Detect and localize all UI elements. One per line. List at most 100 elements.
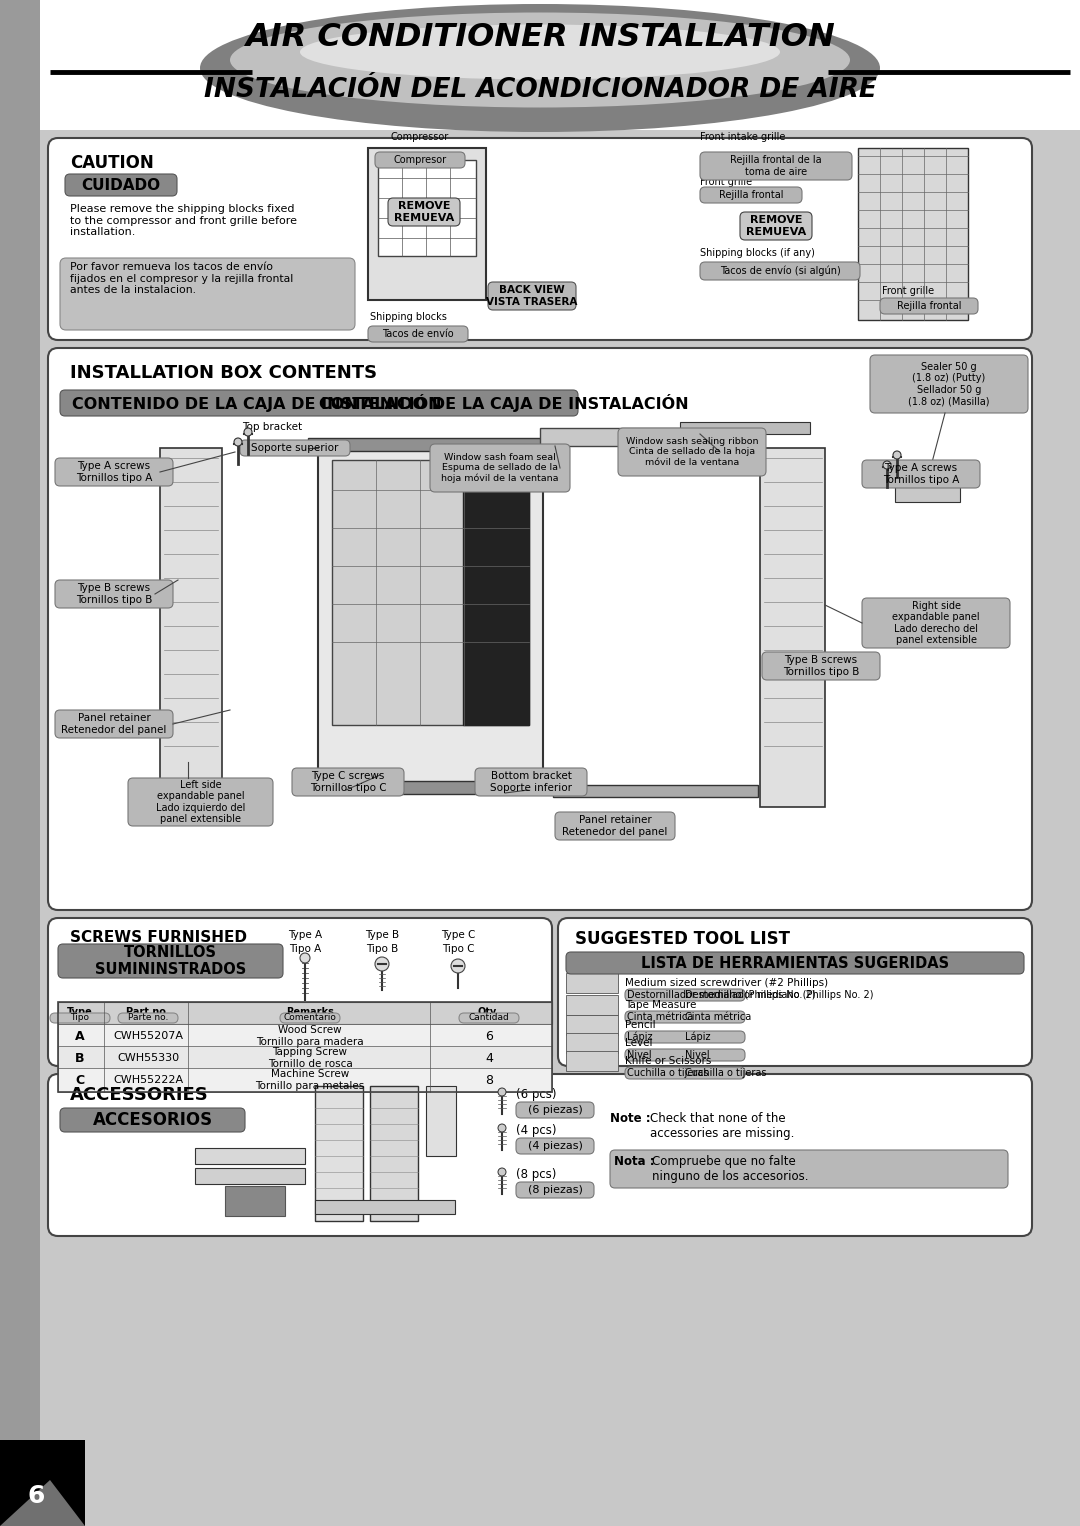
- Text: Pencil: Pencil: [625, 1019, 656, 1030]
- Bar: [225, 1186, 285, 1216]
- FancyBboxPatch shape: [625, 1048, 745, 1061]
- FancyBboxPatch shape: [740, 212, 812, 240]
- Text: Compresor: Compresor: [393, 156, 446, 165]
- Circle shape: [375, 957, 389, 971]
- Bar: [315, 1087, 363, 1221]
- Text: Right side
expandable panel
Lado derecho del
panel extensible: Right side expandable panel Lado derecho…: [892, 601, 980, 645]
- Text: REMOVE
REMUEVA: REMOVE REMUEVA: [746, 215, 806, 237]
- Bar: [566, 1033, 618, 1053]
- Text: 8: 8: [485, 1073, 492, 1087]
- Text: Cinta métrica: Cinta métrica: [627, 1012, 693, 1022]
- FancyBboxPatch shape: [625, 1067, 745, 1079]
- FancyBboxPatch shape: [516, 1138, 594, 1154]
- FancyBboxPatch shape: [459, 1013, 519, 1022]
- Text: Type C screws
Tornillos tipo C: Type C screws Tornillos tipo C: [310, 771, 387, 794]
- Text: 4: 4: [485, 1051, 492, 1065]
- Bar: [463, 459, 529, 725]
- Text: Cuchilla o tijeras: Cuchilla o tijeras: [685, 1068, 767, 1077]
- Text: Panel retainer
Retenedor del panel: Panel retainer Retenedor del panel: [62, 713, 166, 736]
- Text: CUIDADO: CUIDADO: [81, 177, 161, 192]
- Bar: [566, 974, 618, 993]
- FancyBboxPatch shape: [862, 598, 1010, 649]
- Bar: [195, 1148, 305, 1164]
- Text: Tacos de envío (si algún): Tacos de envío (si algún): [719, 266, 840, 276]
- Circle shape: [893, 452, 901, 459]
- Bar: [0, 0, 40, 1526]
- Text: A: A: [76, 1030, 85, 1042]
- Text: Level: Level: [625, 1038, 652, 1048]
- FancyBboxPatch shape: [60, 391, 578, 417]
- Bar: [553, 784, 758, 797]
- Text: CONTENIDO DE LA CAJA DE INSTALACIÓN: CONTENIDO DE LA CAJA DE INSTALACIÓN: [72, 394, 442, 412]
- Bar: [760, 449, 825, 807]
- Text: (6 piezas): (6 piezas): [528, 1105, 582, 1116]
- FancyBboxPatch shape: [65, 174, 177, 195]
- FancyBboxPatch shape: [625, 989, 745, 1001]
- FancyBboxPatch shape: [60, 258, 355, 330]
- FancyBboxPatch shape: [762, 652, 880, 681]
- Text: Tipo C: Tipo C: [442, 945, 474, 954]
- Circle shape: [244, 427, 252, 436]
- Text: Nivel: Nivel: [685, 1050, 710, 1061]
- FancyBboxPatch shape: [240, 439, 350, 456]
- Bar: [858, 148, 968, 320]
- Text: Tacos de envío: Tacos de envío: [382, 330, 454, 339]
- Text: (8 piezas): (8 piezas): [527, 1186, 582, 1195]
- FancyBboxPatch shape: [280, 1013, 340, 1022]
- Text: Machine Screw
Tornillo para metales: Machine Screw Tornillo para metales: [255, 1070, 365, 1091]
- Text: 6: 6: [27, 1483, 44, 1508]
- Text: Shipping blocks: Shipping blocks: [370, 311, 447, 322]
- Text: Front grille: Front grille: [700, 177, 752, 188]
- Text: B: B: [76, 1051, 84, 1065]
- Text: Shipping blocks (if any): Shipping blocks (if any): [700, 249, 815, 258]
- FancyBboxPatch shape: [50, 1013, 110, 1022]
- Bar: [426, 1087, 456, 1157]
- Bar: [58, 1068, 552, 1093]
- Text: Soporte superior: Soporte superior: [252, 443, 339, 453]
- FancyBboxPatch shape: [58, 945, 283, 978]
- Bar: [378, 160, 476, 256]
- Text: TORNILLOS
SUMININSTRADOS: TORNILLOS SUMININSTRADOS: [95, 945, 246, 977]
- FancyBboxPatch shape: [375, 153, 465, 168]
- Text: Type A screws
Tornillos tipo A: Type A screws Tornillos tipo A: [882, 464, 959, 485]
- Text: ACCESSORIES: ACCESSORIES: [70, 1087, 208, 1103]
- Text: Type: Type: [67, 1007, 93, 1016]
- Text: (4 pcs): (4 pcs): [516, 1125, 556, 1137]
- Text: Tape Measure: Tape Measure: [625, 1000, 697, 1010]
- Text: Tipo: Tipo: [70, 1013, 90, 1022]
- FancyBboxPatch shape: [475, 768, 588, 797]
- Circle shape: [300, 954, 310, 963]
- Bar: [566, 1015, 618, 1035]
- FancyBboxPatch shape: [129, 778, 273, 826]
- Text: Rejilla frontal de la
toma de aire: Rejilla frontal de la toma de aire: [730, 156, 822, 177]
- Text: Remarks: Remarks: [286, 1007, 334, 1016]
- Bar: [566, 1051, 618, 1071]
- FancyBboxPatch shape: [700, 188, 802, 203]
- Text: REMOVE
REMUEVA: REMOVE REMUEVA: [394, 201, 454, 223]
- Bar: [318, 449, 543, 794]
- Bar: [566, 995, 618, 1015]
- FancyBboxPatch shape: [516, 1183, 594, 1198]
- Text: Type B screws
Tornillos tipo B: Type B screws Tornillos tipo B: [783, 655, 860, 678]
- Text: Left side
expandable panel
Lado izquierdo del
panel extensible: Left side expandable panel Lado izquierd…: [156, 780, 245, 824]
- Text: INSTALLATION BOX CONTENTS: INSTALLATION BOX CONTENTS: [70, 365, 377, 382]
- Text: Type C: Type C: [441, 929, 475, 940]
- Ellipse shape: [200, 5, 880, 133]
- Text: Part no.: Part no.: [126, 1007, 170, 1016]
- Text: C: C: [76, 1073, 84, 1087]
- Text: SUGGESTED TOOL LIST: SUGGESTED TOOL LIST: [575, 929, 789, 948]
- FancyBboxPatch shape: [700, 262, 860, 279]
- Text: BACK VIEW
VISTA TRASERA: BACK VIEW VISTA TRASERA: [486, 285, 578, 307]
- FancyBboxPatch shape: [700, 153, 852, 180]
- FancyBboxPatch shape: [430, 444, 570, 491]
- Text: Window sash sealing ribbon
Cinta de sellado de la hoja
móvil de la ventana: Window sash sealing ribbon Cinta de sell…: [625, 436, 758, 467]
- FancyBboxPatch shape: [625, 1012, 745, 1022]
- Text: CWH55330: CWH55330: [117, 1053, 179, 1064]
- Text: Bottom bracket
Soporte inferior: Bottom bracket Soporte inferior: [490, 771, 572, 794]
- Text: Destornillador mediano (Phillips No. 2): Destornillador mediano (Phillips No. 2): [685, 990, 874, 1000]
- FancyBboxPatch shape: [555, 812, 675, 839]
- Text: ACCESORIOS: ACCESORIOS: [93, 1111, 213, 1129]
- FancyBboxPatch shape: [566, 952, 1024, 974]
- Text: Qty.: Qty.: [478, 1007, 500, 1016]
- FancyBboxPatch shape: [55, 580, 173, 607]
